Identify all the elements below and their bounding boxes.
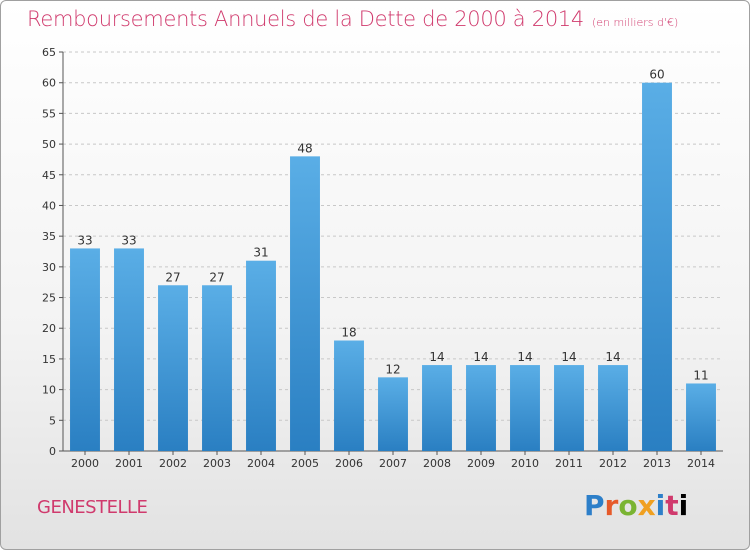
bar bbox=[642, 82, 672, 451]
x-tick-label: 2004 bbox=[247, 457, 275, 470]
y-tick-label: 60 bbox=[42, 77, 56, 90]
logo-letter: i bbox=[678, 489, 689, 522]
y-tick-label: 45 bbox=[42, 169, 56, 182]
x-tick-label: 2006 bbox=[335, 457, 363, 470]
y-tick-label: 30 bbox=[42, 261, 56, 274]
bar bbox=[378, 377, 408, 451]
x-tick-label: 2008 bbox=[423, 457, 451, 470]
y-tick-label: 35 bbox=[42, 230, 56, 243]
x-tick-label: 2012 bbox=[599, 457, 627, 470]
y-tick-label: 40 bbox=[42, 199, 56, 212]
y-tick-label: 65 bbox=[42, 46, 56, 59]
bar bbox=[334, 340, 364, 451]
logo-letter: t bbox=[665, 489, 679, 522]
y-tick-label: 20 bbox=[42, 322, 56, 335]
bar bbox=[158, 285, 188, 451]
x-tick-label: 2007 bbox=[379, 457, 407, 470]
bar bbox=[422, 365, 452, 451]
bar-value-label: 11 bbox=[693, 368, 708, 382]
bar bbox=[686, 383, 716, 451]
bar-value-label: 14 bbox=[517, 350, 532, 364]
bar bbox=[598, 365, 628, 451]
x-tick-label: 2001 bbox=[115, 457, 143, 470]
y-tick-label: 25 bbox=[42, 292, 56, 305]
y-tick-label: 55 bbox=[42, 107, 56, 120]
bar-value-label: 33 bbox=[121, 233, 136, 247]
bar bbox=[290, 156, 320, 451]
logo-letter: i bbox=[655, 489, 666, 522]
logo-letter: P bbox=[584, 489, 605, 522]
bar-value-label: 27 bbox=[209, 270, 224, 284]
bar-value-label: 14 bbox=[473, 350, 488, 364]
bar-value-label: 18 bbox=[341, 326, 356, 340]
bar bbox=[466, 365, 496, 451]
bar bbox=[246, 260, 276, 451]
proxiti-logo: Proxiti bbox=[584, 489, 688, 522]
x-tick-label: 2011 bbox=[555, 457, 583, 470]
bar-value-label: 31 bbox=[253, 246, 268, 260]
bar-value-label: 14 bbox=[561, 350, 576, 364]
bar bbox=[202, 285, 232, 451]
bar-value-label: 14 bbox=[605, 350, 620, 364]
bar bbox=[114, 248, 144, 451]
x-tick-label: 2002 bbox=[159, 457, 187, 470]
bar-value-label: 33 bbox=[77, 233, 92, 247]
x-tick-label: 2000 bbox=[71, 457, 99, 470]
x-tick-label: 2005 bbox=[291, 457, 319, 470]
x-tick-label: 2010 bbox=[511, 457, 539, 470]
x-tick-label: 2009 bbox=[467, 457, 495, 470]
logo-letter: x bbox=[637, 489, 656, 522]
y-tick-label: 0 bbox=[49, 445, 56, 458]
bar bbox=[510, 365, 540, 451]
logo-letter: o bbox=[618, 489, 638, 522]
bar-value-label: 27 bbox=[165, 270, 180, 284]
y-tick-label: 10 bbox=[42, 384, 56, 397]
bar bbox=[554, 365, 584, 451]
bar-value-label: 12 bbox=[385, 362, 400, 376]
chart-title-text: Remboursements Annuels de la Dette de 20… bbox=[27, 7, 584, 31]
x-tick-label: 2013 bbox=[643, 457, 671, 470]
bar-value-label: 48 bbox=[297, 141, 312, 155]
y-tick-label: 15 bbox=[42, 353, 56, 366]
y-tick-label: 5 bbox=[49, 414, 56, 427]
bar-value-label: 60 bbox=[649, 68, 664, 82]
chart-unit: (en milliers d'€) bbox=[592, 16, 679, 29]
x-tick-label: 2014 bbox=[687, 457, 715, 470]
chart-title: Remboursements Annuels de la Dette de 20… bbox=[27, 7, 678, 31]
x-tick-label: 2003 bbox=[203, 457, 231, 470]
bar bbox=[70, 248, 100, 451]
logo-letter: r bbox=[604, 489, 619, 522]
commune-name: GENESTELLE bbox=[37, 497, 148, 518]
y-tick-label: 50 bbox=[42, 138, 56, 151]
bar-value-label: 14 bbox=[429, 350, 444, 364]
